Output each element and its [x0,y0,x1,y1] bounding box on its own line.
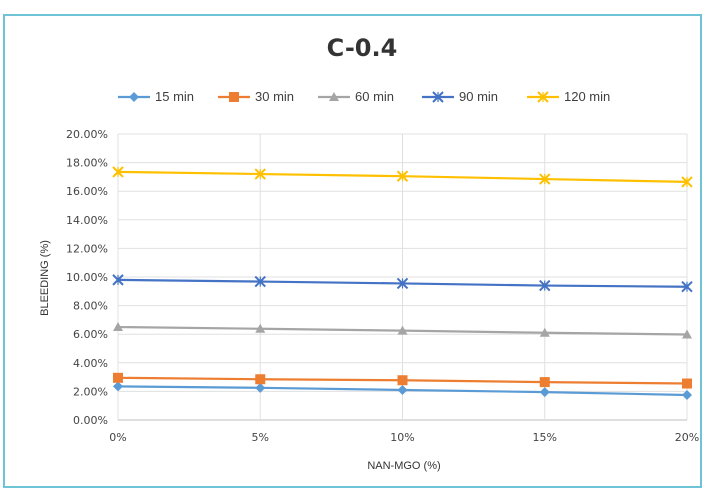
data-point-120-min [396,170,409,182]
data-point-15-min [539,387,550,398]
data-point-60-min [682,329,692,339]
data-point-15-min [682,389,692,400]
data-point-30-min [255,374,266,385]
y-tick-label: 10.00% [66,271,108,284]
y-tick-label: 12.00% [66,242,108,255]
legend-item-120-min: 120 min [527,89,610,104]
legend-item-30-min: 30 min [218,89,294,104]
data-point-30-min [113,372,123,383]
y-tick-label: 2.00% [73,385,108,398]
legend-marker [329,92,339,101]
data-point-30-min [682,378,692,389]
series-90-min [112,274,693,293]
x-axis-label: NAN-MGO (%) [367,460,440,472]
x-tick-label: 0% [109,431,126,444]
legend-label: 15 min [155,89,194,104]
chart-frame [3,14,702,488]
data-point-120-min [681,176,693,188]
data-point-15-min [255,382,266,393]
legend-marker [129,92,139,102]
data-point-90-min [112,274,124,286]
series-120-min [112,166,693,188]
legend-label: 120 min [564,89,610,104]
data-point-15-min [397,384,408,395]
data-point-60-min [539,327,550,337]
data-point-90-min [681,281,693,293]
data-point-30-min [397,375,408,386]
data-point-60-min [397,325,408,335]
y-tick-label: 20.00% [66,128,108,141]
series-30-min [113,372,692,389]
legend-marker [537,91,549,103]
x-axis-ticks: 0% 5% 10% 15% 20% [109,431,699,444]
y-tick-label: 8.00% [73,300,108,313]
data-point-90-min [539,279,551,292]
y-axis-label: BLEEDING (%) [39,240,51,316]
x-tick-label: 5% [252,431,269,444]
data-point-60-min [255,323,266,333]
data-point-15-min [113,381,123,392]
legend-marker [432,91,444,103]
x-tick-label: 15% [533,431,557,444]
y-axis-ticks: 0.00% 2.00% 4.00% 6.00% 8.00% 10.00% 12.00% 14.… [66,128,108,427]
legend-marker [229,92,239,102]
y-tick-label: 6.00% [73,328,108,341]
y-tick-label: 18.00% [66,157,108,170]
series-15-min [113,381,692,400]
data-point-120-min [539,173,551,185]
legend-label: 30 min [255,89,294,104]
data-point-120-min [112,166,124,178]
legend-item-90-min: 90 min [422,89,498,104]
series-60-min [113,322,692,339]
series-group [112,166,693,400]
x-tick-label: 20% [675,431,699,444]
data-point-90-min [396,277,409,290]
data-point-120-min [254,168,266,180]
legend-label: 60 min [355,89,394,104]
legend-label: 90 min [459,89,498,104]
y-tick-label: 4.00% [73,357,108,370]
chart-title: C-0.4 [327,34,398,62]
legend: 15 min 30 min 60 min 90 min 120 min [118,89,610,104]
data-point-90-min [254,275,266,288]
legend-item-60-min: 60 min [318,89,394,104]
y-tick-label: 14.00% [66,214,108,227]
data-point-60-min [113,322,123,332]
y-tick-label: 16.00% [66,185,108,198]
y-tick-label: 0.00% [73,414,108,427]
legend-item-15-min: 15 min [118,89,194,104]
x-tick-label: 10% [390,431,414,444]
data-point-30-min [539,377,550,388]
